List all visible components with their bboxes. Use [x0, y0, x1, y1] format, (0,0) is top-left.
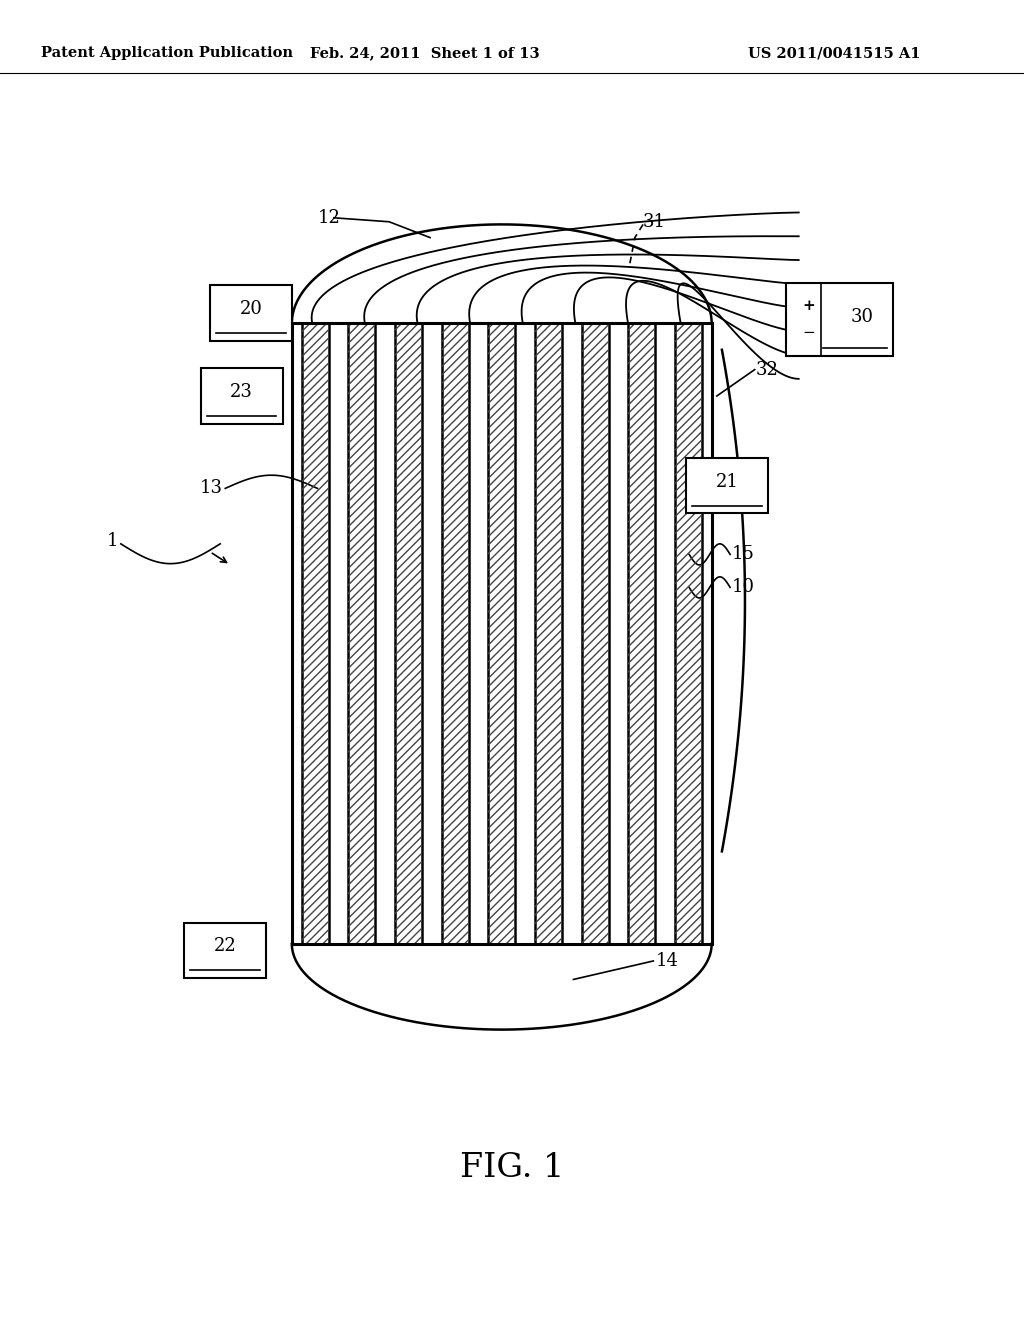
Text: 31: 31: [643, 213, 666, 231]
Text: 1: 1: [106, 532, 118, 550]
Bar: [348, 323, 376, 944]
Text: 10: 10: [732, 578, 755, 597]
Text: 13: 13: [201, 479, 223, 498]
Text: 12: 12: [317, 209, 340, 227]
Text: US 2011/0041515 A1: US 2011/0041515 A1: [748, 46, 920, 61]
Text: 22: 22: [214, 937, 237, 956]
Bar: [535, 323, 562, 944]
Bar: [488, 323, 515, 944]
Bar: [395, 323, 422, 944]
Text: 14: 14: [655, 952, 678, 970]
Bar: [395, 323, 422, 944]
Text: Feb. 24, 2011  Sheet 1 of 13: Feb. 24, 2011 Sheet 1 of 13: [310, 46, 540, 61]
Bar: [488, 323, 515, 944]
Bar: [201, 368, 283, 424]
Text: 23: 23: [230, 383, 253, 401]
Bar: [441, 323, 469, 944]
Text: Patent Application Publication: Patent Application Publication: [41, 46, 293, 61]
Text: 15: 15: [732, 545, 755, 564]
Bar: [675, 323, 701, 944]
Bar: [582, 323, 608, 944]
Bar: [628, 323, 655, 944]
Bar: [441, 323, 469, 944]
Bar: [184, 923, 266, 978]
Bar: [348, 323, 376, 944]
Bar: [628, 323, 655, 944]
Bar: [302, 323, 329, 944]
Text: −: −: [803, 326, 815, 339]
Bar: [535, 323, 562, 944]
Bar: [686, 458, 768, 513]
Text: 30: 30: [851, 308, 873, 326]
Bar: [210, 285, 292, 341]
Text: 21: 21: [716, 473, 738, 491]
Text: 20: 20: [240, 300, 262, 318]
Text: 32: 32: [756, 360, 778, 379]
Bar: [582, 323, 608, 944]
Bar: [675, 323, 701, 944]
Bar: [302, 323, 329, 944]
Bar: [786, 282, 893, 355]
Text: FIG. 1: FIG. 1: [460, 1152, 564, 1184]
Text: +: +: [803, 300, 815, 313]
